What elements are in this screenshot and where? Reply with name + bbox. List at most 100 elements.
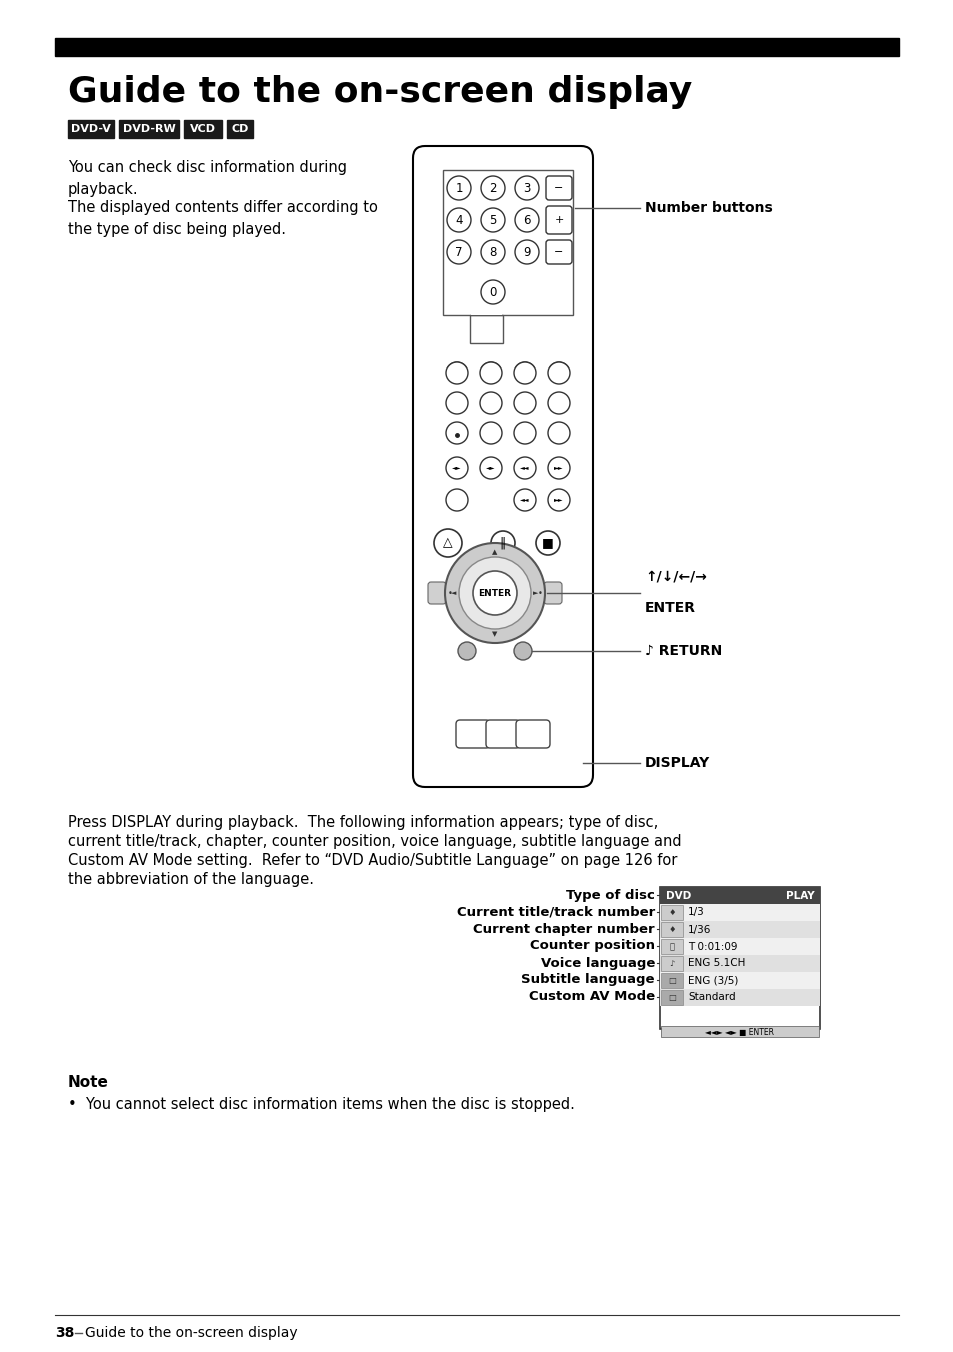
Text: ‖: ‖: [499, 537, 506, 549]
Bar: [471, 314, 501, 315]
Text: Custom AV Mode setting.  Refer to “DVD Audio/Subtitle Language” on page 126 for: Custom AV Mode setting. Refer to “DVD Au…: [68, 853, 677, 868]
Circle shape: [446, 392, 468, 414]
Circle shape: [444, 544, 544, 644]
Bar: [68, 120, 113, 138]
Circle shape: [536, 531, 559, 556]
Circle shape: [547, 452, 569, 475]
Text: ■: ■: [541, 537, 554, 549]
Circle shape: [446, 422, 468, 443]
Circle shape: [547, 392, 569, 414]
Text: △: △: [443, 537, 453, 549]
Bar: [659, 887, 820, 904]
Bar: [427, 368, 578, 588]
Circle shape: [547, 392, 569, 414]
Text: ♦: ♦: [667, 909, 675, 917]
Circle shape: [447, 176, 471, 200]
Text: current title/track, chapter, counter position, voice language, subtitle languag: current title/track, chapter, counter po…: [68, 834, 680, 849]
Text: ▲: ▲: [492, 549, 497, 556]
Circle shape: [514, 422, 536, 443]
Circle shape: [515, 241, 538, 264]
Text: ENTER: ENTER: [644, 602, 696, 615]
Circle shape: [514, 392, 536, 414]
Text: T 0:01:09: T 0:01:09: [687, 941, 737, 952]
Bar: [659, 904, 820, 921]
Circle shape: [446, 362, 468, 384]
Text: You can check disc information during
playback.: You can check disc information during pl…: [68, 160, 347, 197]
Circle shape: [515, 176, 538, 200]
Text: DVD-RW: DVD-RW: [123, 124, 175, 134]
Text: ◄►: ◄►: [452, 465, 461, 470]
Bar: [659, 990, 820, 1006]
Text: ENG (3/5): ENG (3/5): [687, 976, 738, 986]
Circle shape: [514, 642, 532, 660]
FancyBboxPatch shape: [413, 146, 593, 787]
Text: The displayed contents differ according to
the type of disc being played.: The displayed contents differ according …: [68, 200, 377, 237]
Circle shape: [514, 362, 536, 384]
Circle shape: [480, 241, 504, 264]
Circle shape: [547, 457, 569, 479]
Bar: [227, 120, 253, 138]
Bar: [660, 1026, 818, 1037]
Text: ENTER: ENTER: [478, 588, 511, 598]
Text: Voice language: Voice language: [540, 956, 655, 969]
Text: •: •: [537, 588, 542, 598]
Text: 1/36: 1/36: [687, 925, 711, 934]
Bar: [659, 972, 820, 990]
Text: ▼: ▼: [492, 631, 497, 637]
Text: Guide to the on-screen display: Guide to the on-screen display: [85, 1326, 297, 1340]
Text: PLAY: PLAY: [785, 891, 814, 900]
Circle shape: [479, 362, 501, 384]
Circle shape: [447, 208, 471, 233]
Text: 3: 3: [523, 181, 530, 195]
Bar: [659, 887, 820, 1029]
Circle shape: [479, 392, 501, 414]
Circle shape: [446, 362, 468, 384]
Text: −: −: [554, 183, 563, 193]
Circle shape: [446, 489, 468, 511]
Text: Guide to the on-screen display: Guide to the on-screen display: [68, 74, 692, 110]
Text: ♪: ♪: [669, 959, 674, 968]
Text: Note: Note: [68, 1075, 109, 1090]
Circle shape: [514, 422, 536, 443]
Text: ◄◄: ◄◄: [519, 465, 529, 470]
Circle shape: [547, 422, 569, 443]
Bar: [55, 38, 898, 55]
Text: 4: 4: [455, 214, 462, 227]
Text: 2: 2: [489, 181, 497, 195]
Circle shape: [446, 452, 468, 475]
Bar: [660, 922, 682, 937]
Text: DVD-V: DVD-V: [71, 124, 111, 134]
Circle shape: [514, 457, 536, 479]
FancyBboxPatch shape: [428, 581, 446, 604]
Bar: [470, 315, 502, 343]
Text: ↑/↓/←/→: ↑/↓/←/→: [644, 569, 706, 583]
FancyBboxPatch shape: [545, 206, 572, 234]
Bar: [660, 973, 682, 988]
Bar: [119, 120, 179, 138]
Bar: [442, 170, 573, 315]
Text: 5: 5: [489, 214, 497, 227]
Text: 38: 38: [55, 1326, 74, 1340]
Circle shape: [515, 208, 538, 233]
Text: •: •: [447, 588, 452, 598]
Text: ►►: ►►: [554, 498, 563, 503]
Text: the abbreviation of the language.: the abbreviation of the language.: [68, 872, 314, 887]
Text: □: □: [667, 976, 676, 986]
Circle shape: [514, 489, 536, 511]
Text: Custom AV Mode: Custom AV Mode: [528, 991, 655, 1003]
Bar: [659, 955, 820, 972]
Circle shape: [547, 362, 569, 384]
Circle shape: [473, 571, 517, 615]
Circle shape: [479, 452, 501, 475]
Text: Current title/track number: Current title/track number: [456, 906, 655, 918]
Text: 9: 9: [522, 246, 530, 258]
Text: Standard: Standard: [687, 992, 735, 1002]
FancyBboxPatch shape: [456, 721, 490, 748]
Circle shape: [447, 241, 471, 264]
Text: DVD: DVD: [665, 891, 691, 900]
Text: 7: 7: [455, 246, 462, 258]
FancyBboxPatch shape: [543, 581, 561, 604]
Circle shape: [446, 457, 468, 479]
Text: Type of disc: Type of disc: [565, 888, 655, 902]
Text: Counter position: Counter position: [530, 940, 655, 953]
